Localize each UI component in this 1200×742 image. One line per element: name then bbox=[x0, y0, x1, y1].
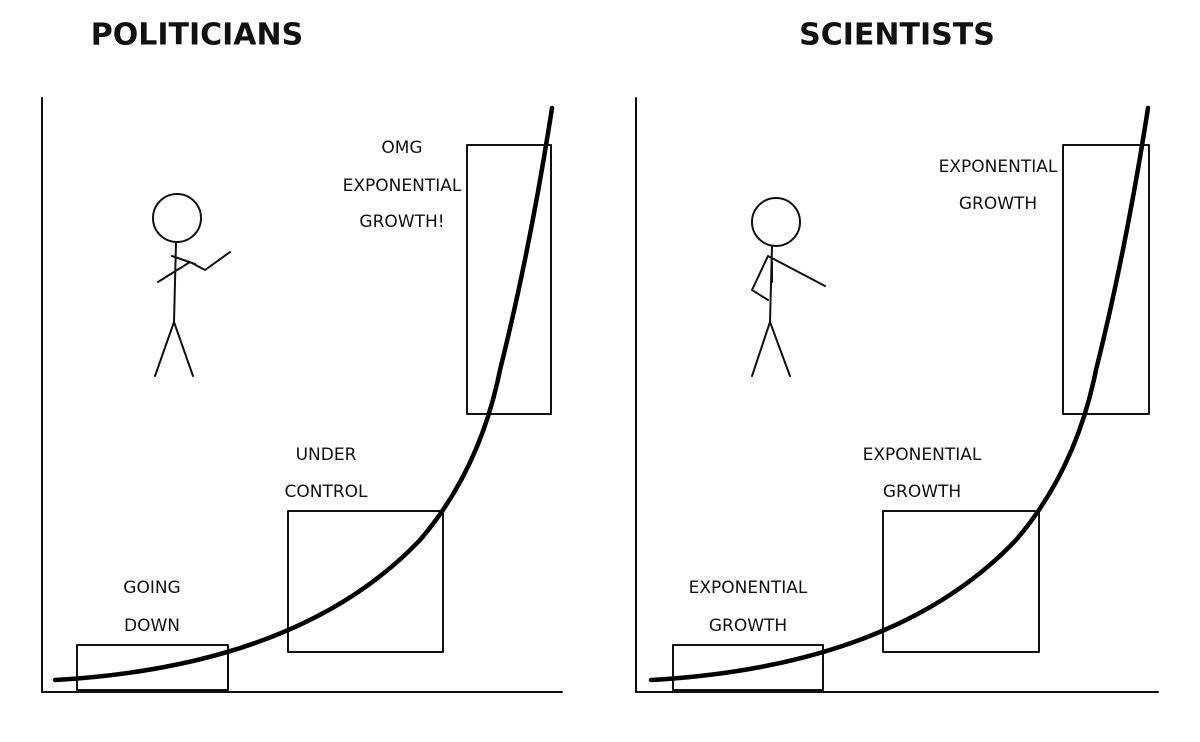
label: GROWTH bbox=[709, 616, 787, 636]
label: GOING bbox=[123, 578, 180, 598]
label: GROWTH bbox=[883, 482, 961, 502]
label: EXPONENTIAL bbox=[939, 157, 1058, 177]
label: CONTROL bbox=[284, 482, 368, 502]
stick-figure bbox=[152, 193, 231, 377]
box bbox=[882, 510, 1040, 653]
box bbox=[466, 144, 552, 415]
axes bbox=[41, 97, 563, 693]
box bbox=[76, 644, 229, 691]
growth-curve bbox=[52, 105, 555, 683]
panel-politicians: POLITICIANS GOING DOWN UNDER CONTROL OMG… bbox=[41, 18, 563, 693]
label: OMG bbox=[381, 138, 422, 158]
stick-figure bbox=[751, 197, 826, 377]
panel-scientists: SCIENTISTS EXPONENTIAL GROWTH EXPONENTIA… bbox=[635, 18, 1159, 693]
label: DOWN bbox=[124, 616, 180, 636]
axes bbox=[635, 97, 1159, 693]
label: EXPONENTIAL bbox=[863, 445, 982, 465]
box bbox=[287, 510, 444, 653]
growth-curve bbox=[648, 105, 1151, 683]
label: GROWTH! bbox=[359, 212, 444, 232]
box bbox=[1062, 144, 1150, 415]
label: UNDER bbox=[296, 445, 357, 465]
label: EXPONENTIAL bbox=[343, 176, 462, 196]
panel-title: POLITICIANS bbox=[91, 18, 304, 53]
panel-title: SCIENTISTS bbox=[799, 18, 995, 53]
label: EXPONENTIAL bbox=[689, 578, 808, 598]
box bbox=[672, 644, 824, 691]
label: GROWTH bbox=[959, 194, 1037, 214]
